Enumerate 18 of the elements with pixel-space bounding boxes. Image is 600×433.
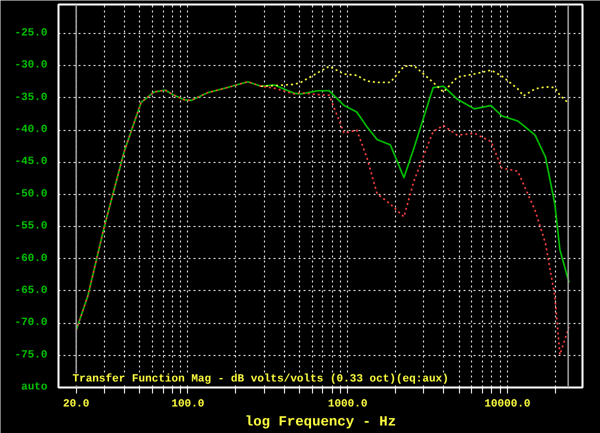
y-tick-label: -75.0 bbox=[14, 349, 48, 362]
y-tick-label: -35.0 bbox=[14, 92, 48, 104]
y-tick-label: -45.0 bbox=[14, 156, 48, 168]
y-tick-label: -40.0 bbox=[14, 124, 48, 136]
x-tick-label: 20.0 bbox=[62, 398, 90, 410]
y-tick-label: -60.0 bbox=[14, 252, 48, 265]
y-tick-label: -65.0 bbox=[14, 284, 48, 297]
y-tick-label: auto bbox=[21, 382, 48, 394]
y-tick-label: -70.0 bbox=[14, 317, 48, 330]
y-tick-label: -55.0 bbox=[14, 220, 48, 233]
y-tick-label: -25.0 bbox=[14, 27, 48, 40]
x-tick-label: 1000.0 bbox=[328, 398, 368, 410]
y-tick-label: -50.0 bbox=[14, 188, 48, 200]
x-axis-title: log Frequency - Hz bbox=[244, 414, 396, 430]
y-tick-label: -30.0 bbox=[14, 60, 48, 72]
annotation: Transfer Function Mag - dB volts/volts (0.33 oct)(eq:aux) bbox=[72, 372, 449, 386]
x-tick-label: 100.0 bbox=[171, 398, 204, 410]
x-tick-label: 10000.0 bbox=[484, 398, 531, 410]
